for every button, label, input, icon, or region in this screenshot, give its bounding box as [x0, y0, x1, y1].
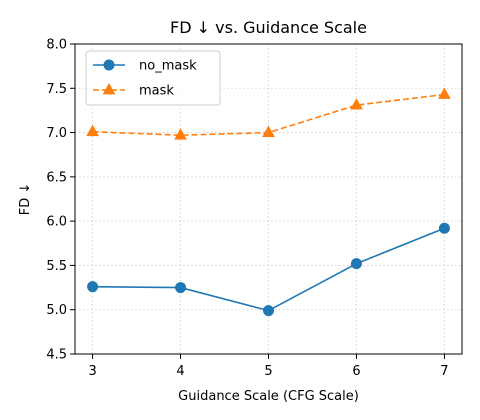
y-tick-label: 5.0	[46, 303, 67, 318]
x-axis: 3 4 5 6 7	[88, 354, 449, 379]
y-tick-label: 8.0	[46, 38, 67, 53]
data-point-no-mask	[263, 305, 274, 317]
data-point-no-mask	[87, 281, 99, 293]
data-point-mask	[86, 124, 99, 137]
x-axis-label: Guidance Scale (CFG Scale)	[178, 389, 359, 404]
x-tick-label: 6	[352, 364, 360, 379]
x-tick-label: 7	[440, 364, 448, 379]
legend-item-no-mask: no_mask	[93, 59, 197, 74]
series-mask	[86, 87, 451, 140]
legend-marker-mask	[102, 82, 116, 95]
y-tick-label: 4.5	[46, 348, 67, 363]
x-tick-label: 4	[176, 364, 184, 379]
y-tick-label: 7.5	[46, 82, 67, 97]
data-point-mask	[262, 125, 275, 137]
data-point-no-mask	[350, 258, 362, 270]
series-layer	[86, 87, 451, 317]
y-tick-label: 6.0	[46, 215, 67, 230]
data-point-mask	[438, 87, 451, 99]
data-point-no-mask	[438, 222, 450, 234]
y-axis-label: FD ↓	[18, 183, 33, 216]
x-tick-label: 5	[264, 364, 272, 379]
legend-item-mask: mask	[93, 82, 174, 99]
y-tick-label: 6.5	[46, 170, 67, 185]
data-point-mask	[174, 128, 187, 140]
y-tick-label: 7.0	[46, 126, 67, 141]
legend-marker-no-mask	[103, 59, 115, 71]
series-no-mask	[87, 222, 450, 317]
y-tick-label: 5.5	[46, 259, 67, 274]
legend-label-mask: mask	[139, 84, 174, 99]
data-point-no-mask	[175, 282, 187, 294]
chart-title: FD ↓ vs. Guidance Scale	[170, 18, 367, 37]
y-axis: 4.5 5.0 5.5 6.0 6.5 7.0 7.5 8.0	[46, 38, 75, 363]
data-point-mask	[350, 98, 363, 110]
x-tick-label: 3	[88, 364, 96, 379]
legend-label-no-mask: no_mask	[139, 59, 197, 74]
